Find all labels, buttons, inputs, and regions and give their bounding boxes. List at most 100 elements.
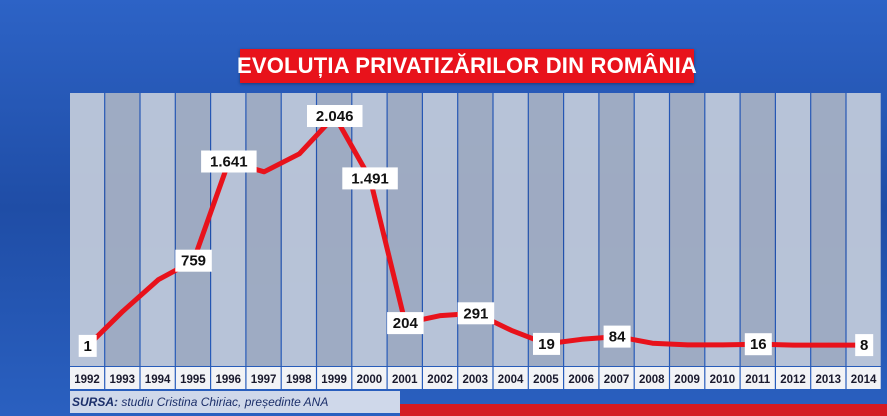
x-tick-label: 1992 <box>74 374 100 386</box>
data-point-2010 <box>720 342 726 348</box>
x-tick-cell-2004 <box>493 367 528 389</box>
data-label-box <box>78 334 97 357</box>
data-label-box <box>744 333 772 356</box>
x-tick-cell-2013 <box>811 367 846 389</box>
x-tick-cell-1992 <box>70 367 105 389</box>
column-2009 <box>670 93 705 366</box>
x-tick-cell-1997 <box>246 367 281 389</box>
data-label-text: 2.046 <box>316 108 354 125</box>
x-axis-labels: 1992 1993 1994 1995 1996 1997 1998 1999 2000 2001… <box>70 367 881 389</box>
data-point-2009 <box>685 342 690 348</box>
column-2002 <box>423 93 458 366</box>
data-label-text: 291 <box>463 305 488 322</box>
data-label-1999: 2.046 <box>307 105 363 127</box>
x-tick-cell-1999 <box>317 367 352 389</box>
data-label-2005: 19 <box>533 332 560 355</box>
x-tick-label: 1998 <box>286 374 312 386</box>
x-tick-label: 2005 <box>533 374 559 386</box>
x-tick-cell-1994 <box>140 367 175 389</box>
data-label-box <box>307 105 363 127</box>
x-tick-label: 2003 <box>463 374 489 386</box>
x-tick-cell-1998 <box>281 367 316 389</box>
x-tick-cell-2003 <box>458 367 493 389</box>
data-label-1995: 759 <box>175 249 212 272</box>
x-tick-label: 1996 <box>216 374 242 386</box>
x-tick-cell-2012 <box>776 367 811 389</box>
column-2005 <box>528 93 563 366</box>
x-tick-cell-1996 <box>211 367 246 389</box>
column-2003 <box>458 93 493 366</box>
data-label-text: 8 <box>860 337 868 354</box>
chart-columns <box>70 93 881 366</box>
data-label-box <box>457 302 495 325</box>
x-tick-label: 1995 <box>180 374 206 386</box>
data-label-1996: 1.641 <box>201 150 257 173</box>
data-point-1998 <box>297 151 302 156</box>
data-label-2003: 291 <box>457 302 495 325</box>
column-1994 <box>140 93 175 366</box>
x-tick-cell-1995 <box>175 367 210 389</box>
x-tick-label: 1999 <box>321 374 347 386</box>
column-2008 <box>634 93 669 366</box>
data-label-box <box>533 332 560 355</box>
data-label-2007: 84 <box>603 325 631 348</box>
x-tick-label: 1993 <box>110 374 136 386</box>
data-label-text: 1.491 <box>351 170 389 187</box>
data-label-box <box>855 334 874 357</box>
x-tick-cell-2002 <box>423 367 458 389</box>
data-point-2008 <box>650 341 655 346</box>
x-tick-cell-2007 <box>599 367 634 389</box>
data-label-box <box>387 312 424 335</box>
x-tick-label: 2013 <box>816 374 842 386</box>
data-label-text: 1.641 <box>210 154 248 171</box>
bottom-red-strip <box>400 404 887 416</box>
data-label-2000: 1.491 <box>342 167 398 190</box>
x-tick-label: 2009 <box>674 374 700 386</box>
x-tick-label: 2001 <box>392 374 418 386</box>
x-tick-cell-2006 <box>564 367 599 389</box>
x-tick-label: 2004 <box>498 374 524 386</box>
data-point-1994 <box>156 277 161 282</box>
column-2006 <box>564 93 599 366</box>
column-1997 <box>246 93 281 366</box>
data-point-1993 <box>120 309 126 314</box>
x-tick-label: 2010 <box>710 374 736 386</box>
chart-title-box: EVOLUȚIA PRIVATIZĂRILOR DIN ROMÂNIA <box>237 49 697 83</box>
x-tick-label: 2012 <box>780 374 806 386</box>
x-tick-cell-2011 <box>740 367 775 389</box>
x-tick-label: 1997 <box>251 374 277 386</box>
data-point-2006 <box>579 337 584 342</box>
data-labels: 1 759 1.641 2.046 1.491 204 291 19 84 16 8 <box>78 105 874 357</box>
data-point-2012 <box>791 342 796 348</box>
x-tick-cell-2005 <box>528 367 563 389</box>
x-tick-label: 2007 <box>604 374 630 386</box>
source-text: studiu Cristina Chiriac, președinte ANA <box>118 395 329 409</box>
x-tick-label: 2002 <box>427 374 453 386</box>
data-label-text: 84 <box>609 329 626 346</box>
column-2010 <box>705 93 740 366</box>
column-2007 <box>599 93 634 366</box>
x-tick-label: 2008 <box>639 374 665 386</box>
column-2004 <box>493 93 528 366</box>
x-tick-cell-1993 <box>105 367 140 389</box>
source-label: SURSA: <box>72 395 119 409</box>
data-label-box <box>201 150 257 173</box>
x-tick-label: 1994 <box>145 374 171 386</box>
data-label-2001: 204 <box>387 312 424 335</box>
x-tick-cell-2000 <box>352 367 387 389</box>
column-1996 <box>211 93 246 366</box>
x-tick-label: 2006 <box>568 374 594 386</box>
data-label-2011: 16 <box>744 333 772 356</box>
column-1998 <box>281 93 316 366</box>
data-label-2014: 8 <box>855 334 874 357</box>
column-2013 <box>811 93 846 366</box>
data-label-1992: 1 <box>78 334 97 357</box>
data-point-2002 <box>438 313 443 318</box>
data-label-text: 204 <box>393 315 419 332</box>
x-tick-label: 2000 <box>357 374 383 386</box>
x-tick-cell-2001 <box>387 367 422 389</box>
data-label-text: 19 <box>538 336 555 353</box>
x-tick-cell-2014 <box>846 367 881 389</box>
source-note: SURSA: studiu Cristina Chiriac, președin… <box>70 395 328 409</box>
data-point-2013 <box>826 342 832 348</box>
